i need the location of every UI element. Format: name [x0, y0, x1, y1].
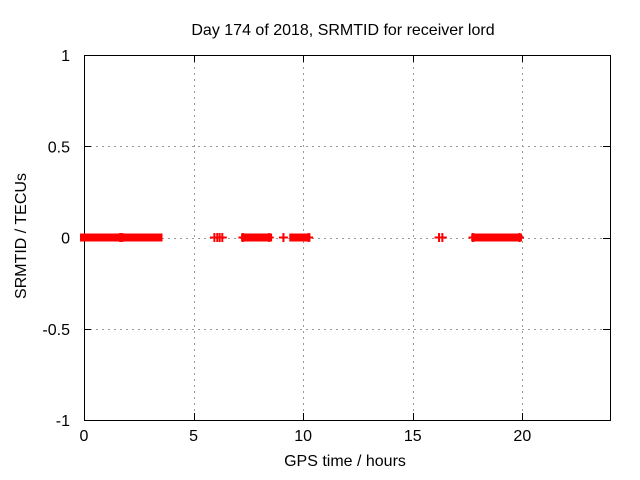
x-axis-label: GPS time / hours	[284, 453, 406, 470]
data-point-plus-marker	[278, 233, 288, 242]
data-point-plus-marker	[117, 233, 127, 242]
x-tick-label: 20	[513, 428, 531, 445]
data-series-srmtid	[80, 233, 524, 242]
y-tick-label: -1	[56, 413, 70, 430]
data-dense-cluster	[241, 233, 273, 242]
data-point-plus-marker	[217, 233, 227, 242]
data-dense-cluster	[119, 233, 163, 242]
x-tick-label: 5	[189, 428, 198, 445]
y-axis-label: SRMTID / TECUs	[13, 173, 30, 299]
x-tick-label: 10	[294, 428, 312, 445]
data-dense-cluster	[80, 233, 101, 242]
data-point-plus-marker	[437, 233, 447, 242]
y-tick-label: 0	[61, 231, 70, 248]
y-tick-label: 1	[61, 48, 70, 65]
data-dense-cluster	[471, 233, 522, 242]
data-point-plus-marker	[264, 233, 274, 242]
x-tick-label: 15	[404, 428, 422, 445]
y-tick-label: 0.5	[48, 139, 70, 156]
data-dense-cluster	[289, 233, 311, 242]
data-dense-cluster	[104, 233, 121, 242]
chart-title: Day 174 of 2018, SRMTID for receiver lor…	[191, 22, 494, 39]
x-tick-label: 0	[80, 428, 89, 445]
data-point-plus-marker	[514, 233, 524, 242]
data-point-plus-marker	[238, 233, 248, 242]
data-point-plus-marker	[304, 233, 314, 242]
data-dense-cluster	[95, 233, 109, 242]
tick-labels: 0 5 10 15 20 -1 -0.5 0 0.5 1	[42, 48, 531, 445]
data-point-plus-marker	[468, 233, 478, 242]
y-tick-label: -0.5	[42, 322, 70, 339]
